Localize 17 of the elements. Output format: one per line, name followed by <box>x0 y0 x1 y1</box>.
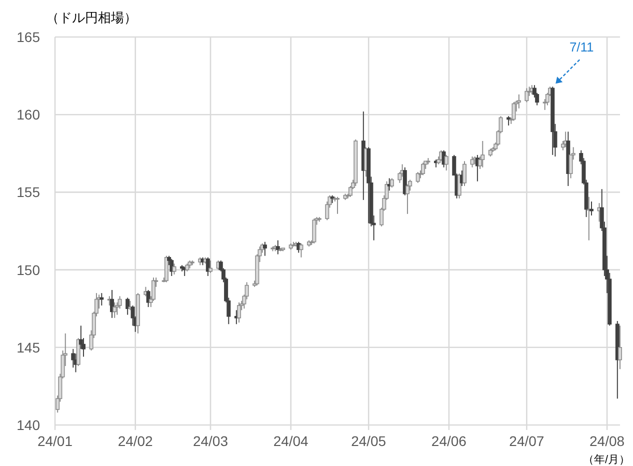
x-axis-title: （年/月） <box>582 454 630 466</box>
y-tick-label: 160 <box>16 106 40 123</box>
annotation: 7/11 <box>569 40 594 55</box>
x-tick-label: 24/05 <box>351 433 386 449</box>
y-tick-label: 150 <box>16 262 40 278</box>
x-tick-label: 24/01 <box>37 433 73 449</box>
x-tick-label: 24/08 <box>590 433 625 449</box>
x-tick-label: 24/04 <box>273 433 309 449</box>
x-tick-label: 24/07 <box>509 433 544 449</box>
y-tick-label: 145 <box>16 339 40 356</box>
y-tick-label: 140 <box>16 417 40 433</box>
y-axis-title: （ドル円相場） <box>46 10 137 25</box>
y-tick-label: 165 <box>16 29 40 45</box>
x-tick-label: 24/02 <box>118 433 154 449</box>
x-tick-label: 24/06 <box>431 433 467 449</box>
x-tick-label: 24/03 <box>192 433 228 449</box>
y-tick-label: 155 <box>16 184 40 200</box>
